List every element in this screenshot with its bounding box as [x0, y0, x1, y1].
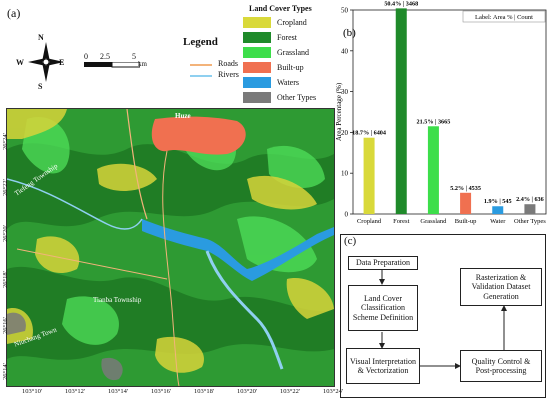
- chart-annotation: Label: Area % | Count: [475, 14, 533, 21]
- land-cover-label: Cropland: [277, 18, 307, 27]
- y-tick-label: 20: [341, 129, 349, 137]
- bar-data-label: 5.2% | 4535: [450, 185, 481, 192]
- scale-label-zero: 0: [84, 52, 88, 61]
- land-cover-legend-item: Built-up: [243, 60, 333, 75]
- north-arrow-icon: [28, 42, 64, 82]
- lon-tick-label: 103°14': [108, 388, 129, 395]
- land-cover-label: Built-up: [277, 63, 304, 72]
- compass-e: E: [59, 58, 65, 67]
- land-cover-legend-item: Waters: [243, 75, 333, 90]
- lat-tick-label: 26°18': [2, 271, 9, 288]
- rivers-legend-label: Rivers: [218, 70, 239, 79]
- place-tianba: Tianba Township: [93, 296, 142, 304]
- lon-tick-label: 103°20': [237, 388, 258, 395]
- y-tick-label: 40: [341, 47, 349, 55]
- roads-legend-line: [190, 64, 212, 66]
- y-tick-label: 0: [345, 211, 349, 219]
- map-legend-title: Legend: [183, 36, 218, 48]
- x-tick-label: Built-up: [455, 218, 477, 225]
- lon-tick-label: 103°24': [323, 388, 344, 395]
- lon-tick-label: 103°10': [22, 388, 43, 395]
- step-quality-control: Quality Control & Post-processing: [460, 350, 542, 382]
- area-percentage-bar-chart: 0 10 20 30 40 50 Area Percentage (%) 18.7% | 64…: [335, 0, 547, 225]
- y-axis-label: Area Percentage (%): [335, 82, 343, 141]
- panel-a-label: (a): [7, 6, 21, 20]
- compass-s: S: [38, 82, 43, 91]
- y-tick-label: 50: [341, 7, 349, 15]
- x-tick-label: Water: [490, 218, 506, 225]
- land-cover-swatch: [243, 17, 271, 28]
- land-cover-legend-item: Grassland: [243, 45, 333, 60]
- bar-built-up: [460, 192, 472, 214]
- lat-tick-label: 26°14': [2, 363, 9, 380]
- land-cover-legend: Land Cover Types Cropland Forest Grassland…: [243, 4, 333, 105]
- compass-n: N: [38, 33, 44, 42]
- land-cover-label: Grassland: [277, 48, 309, 57]
- lon-tick-label: 103°18': [194, 388, 215, 395]
- annotation-box: [462, 10, 546, 23]
- bar-data-label: 1.9% | 545: [484, 198, 512, 205]
- place-huze: Huze: [175, 112, 191, 120]
- lat-tick-label: 26°20': [2, 225, 9, 242]
- lon-tick-label: 103°22': [280, 388, 301, 395]
- workflow-panel: [340, 234, 546, 398]
- x-tick-label: Other Types: [514, 218, 546, 225]
- land-cover-legend-item: Forest: [243, 30, 333, 45]
- y-tick-label: 10: [341, 170, 349, 178]
- land-cover-label: Waters: [277, 78, 300, 87]
- lon-tick-label: 103°16': [151, 388, 172, 395]
- scale-bar: [84, 62, 140, 68]
- panel-c-label: (c): [344, 235, 357, 247]
- bar-forest: [395, 8, 407, 215]
- land-cover-swatch: [243, 47, 271, 58]
- bar-cropland: [363, 137, 375, 214]
- workflow-arrows: [379, 270, 507, 369]
- bar-water: [492, 206, 504, 214]
- chart-plot-frame: [352, 9, 547, 215]
- land-cover-swatch: [243, 77, 271, 88]
- land-cover-map: Huze Tiefeng Township Tianba Township Ni…: [6, 108, 335, 387]
- bar-data-label: 50.4% | 3468: [384, 0, 418, 7]
- land-cover-swatch: [243, 32, 271, 43]
- x-tick-label: Cropland: [357, 218, 382, 225]
- step-data-preparation: Data Preparation: [348, 256, 418, 270]
- land-cover-swatch: [243, 92, 271, 103]
- lat-tick-label: 26°22': [2, 179, 9, 196]
- scale-label-mid: 2.5: [100, 52, 110, 61]
- step-classification-scheme: Land Cover Classification Scheme Definit…: [348, 285, 418, 331]
- compass-w: W: [16, 58, 24, 67]
- land-cover-legend-item: Other Types: [243, 90, 333, 105]
- land-cover-swatch: [243, 62, 271, 73]
- bar-data-label: 2.4% | 636: [516, 196, 544, 203]
- lat-tick-label: 26°16': [2, 317, 9, 334]
- scale-unit: km: [138, 60, 147, 68]
- x-tick-label: Grassland: [420, 218, 447, 225]
- step-rasterization: Rasterization & Validation Dataset Gener…: [460, 268, 542, 306]
- bar-data-label: 21.5% | 3665: [416, 118, 450, 125]
- step-visual-interpretation: Visual Interpretation & Vectorization: [346, 348, 420, 384]
- bar-data-label: 18.7% | 6404: [352, 130, 386, 137]
- land-cover-legend-title: Land Cover Types: [249, 4, 312, 13]
- scale-label-max: 5: [132, 52, 136, 61]
- roads-legend-label: Roads: [218, 59, 238, 68]
- panel-b-label: (b): [343, 27, 356, 39]
- x-tick-label: Forest: [393, 218, 409, 225]
- rivers-legend-line: [190, 75, 212, 77]
- y-tick-label: 30: [341, 88, 349, 96]
- bar-other-types: [524, 204, 536, 214]
- land-cover-label: Forest: [277, 33, 297, 42]
- land-cover-legend-item: Cropland: [243, 15, 333, 30]
- bar-grassland: [427, 126, 439, 214]
- lon-tick-label: 103°12': [65, 388, 86, 395]
- lat-tick-label: 26°24': [2, 133, 9, 150]
- land-cover-label: Other Types: [277, 93, 317, 102]
- land-cover-map-image: [7, 109, 334, 386]
